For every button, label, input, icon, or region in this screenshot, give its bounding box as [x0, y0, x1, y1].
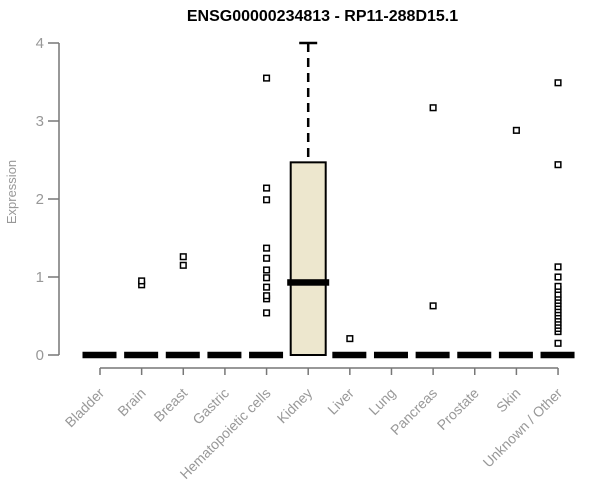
boxplot-flat-median-gastric — [207, 351, 242, 359]
y-tick-label: 4 — [36, 35, 44, 52]
outlier-point — [554, 339, 562, 347]
outlier-point — [554, 282, 562, 290]
outlier-point — [263, 244, 271, 252]
outlier-point — [179, 253, 187, 261]
x-category-label: Kidney — [274, 385, 316, 427]
y-tick-label: 2 — [36, 191, 44, 208]
chart-title: ENSG00000234813 - RP11-288D15.1 — [186, 8, 459, 25]
outlier-point — [263, 184, 271, 192]
boxplot-flat-median-pancreas — [415, 351, 450, 359]
outlier-point — [263, 292, 271, 300]
outlier-point — [346, 335, 354, 343]
x-category-label: Skin — [493, 385, 524, 416]
outlier-point — [263, 274, 271, 282]
outlier-point — [263, 74, 271, 82]
outlier-point — [429, 104, 437, 112]
x-category-label: Brain — [114, 385, 148, 419]
y-tick-label: 0 — [36, 347, 44, 364]
outlier-point — [554, 79, 562, 87]
boxplot-flat-median-liver — [332, 351, 367, 359]
boxplot-flat-median-breast — [165, 351, 200, 359]
x-category-label: Lung — [365, 385, 398, 418]
outlier-point — [263, 254, 271, 262]
outlier-point — [138, 277, 146, 285]
outlier-point — [263, 283, 271, 291]
boxplot-flat-median-skin — [498, 351, 533, 359]
outlier-point — [429, 302, 437, 310]
outlier-point — [512, 126, 520, 134]
box-rect-kidney — [289, 161, 327, 356]
x-category-label: Prostate — [434, 385, 482, 433]
x-category-label: Unknown / Other — [480, 385, 566, 471]
x-category-label: Bladder — [62, 385, 108, 431]
outlier-point — [554, 273, 562, 281]
boxplot-flat-median-bladder — [82, 351, 117, 359]
y-tick-label: 3 — [36, 113, 44, 130]
boxplot-flat-median-prostate — [457, 351, 492, 359]
outlier-point — [263, 309, 271, 317]
x-category-label: Liver — [324, 385, 357, 418]
outlier-point — [263, 266, 271, 274]
boxplot-flat-median-lung — [373, 351, 408, 359]
outlier-point — [554, 263, 562, 271]
y-tick-label: 1 — [36, 269, 44, 286]
boxplot-flat-median-brain — [124, 351, 159, 359]
median-line — [287, 279, 330, 286]
x-category-label: Breast — [150, 385, 190, 425]
outlier-point — [179, 261, 187, 269]
outlier-point — [263, 196, 271, 204]
boxplot-flat-median-hematopoietic-cells — [249, 351, 284, 359]
outlier-point — [554, 161, 562, 169]
boxplot-flat-median-unknown-other — [540, 351, 575, 359]
